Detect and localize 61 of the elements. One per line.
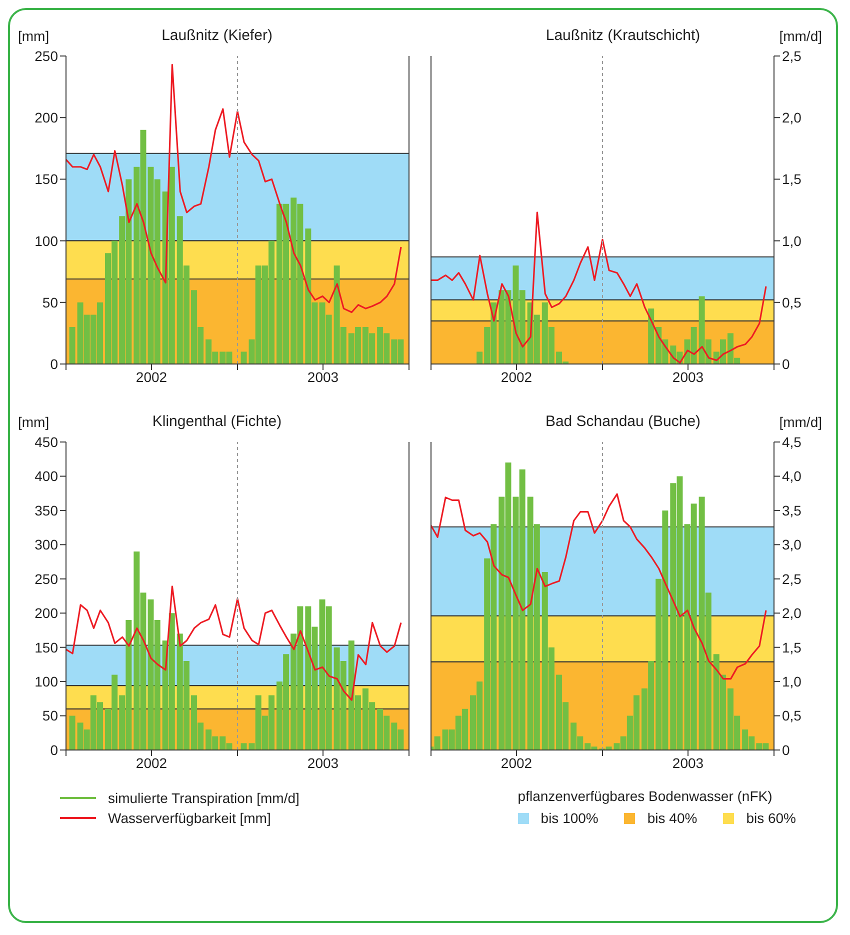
x-tick-label: 2003 xyxy=(307,754,339,771)
y-tick-label: 300 xyxy=(34,536,58,553)
y2-tick-label: 0,5 xyxy=(782,708,802,724)
legend-title: pflanzenverfügbares Bodenwasser (nFK) xyxy=(518,788,774,806)
legend-label: simulierte Transpiration [mm/d] xyxy=(108,790,300,806)
bar xyxy=(434,736,440,750)
chart-title: Klingenthal (Fichte) xyxy=(151,413,283,430)
y2-axis-title: [mm/d] xyxy=(778,28,822,44)
y-tick-label: 150 xyxy=(34,639,58,656)
bar xyxy=(240,743,247,750)
x-tick-label: 2003 xyxy=(307,368,339,385)
y-tick-label: 250 xyxy=(34,48,58,64)
y-axis-title: [mm] xyxy=(18,28,50,44)
x-tick-label: 2002 xyxy=(500,368,532,385)
y2-tick-label: 0 xyxy=(782,356,790,372)
y2-tick-label: 4,5 xyxy=(782,434,802,450)
y2-tick-label: 2,5 xyxy=(782,48,802,64)
y-tick-label: 200 xyxy=(34,110,58,126)
legend-label: bis 100% xyxy=(540,810,598,826)
y-axis-title: [mm] xyxy=(18,414,50,430)
y-tick-label: 400 xyxy=(34,468,58,484)
y2-tick-label: 2,5 xyxy=(782,570,802,587)
y2-tick-label: 2,0 xyxy=(782,110,802,126)
y-tick-label: 100 xyxy=(34,674,58,690)
legend-label: Wasserverfügbarkeit [mm] xyxy=(108,810,271,826)
y2-tick-label: 3,5 xyxy=(782,502,802,518)
x-tick-label: 2003 xyxy=(672,754,704,771)
y2-tick-label: 1,0 xyxy=(782,674,802,690)
y-tick-label: 250 xyxy=(34,570,58,587)
chart-title: Laußnitz (Kiefer) xyxy=(160,27,274,44)
y2-tick-label: 1,5 xyxy=(782,171,802,188)
bar xyxy=(69,716,76,750)
legend-label: bis 40% xyxy=(646,810,698,826)
chart-title: Laußnitz (Krautschicht) xyxy=(544,27,702,44)
x-tick-label: 2002 xyxy=(136,754,168,771)
x-tick-label: 2003 xyxy=(672,368,704,385)
y-tick-label: 0 xyxy=(50,742,58,758)
line-series xyxy=(66,64,402,314)
y2-tick-label: 1,0 xyxy=(782,232,802,249)
y2-tick-label: 2,0 xyxy=(782,605,802,622)
y-tick-label: 100 xyxy=(34,232,58,249)
legend-label: bis 60% xyxy=(745,810,796,826)
y-tick-label: 350 xyxy=(34,502,58,518)
y2-tick-label: 3,0 xyxy=(782,536,802,553)
bar xyxy=(69,327,76,364)
y-tick-label: 50 xyxy=(42,708,58,724)
y2-axis-title: [mm/d] xyxy=(778,414,822,430)
y2-tick-label: 0 xyxy=(782,742,790,758)
y-tick-label: 450 xyxy=(34,434,58,450)
line-series xyxy=(66,586,402,701)
y-tick-label: 50 xyxy=(42,294,58,310)
x-tick-label: 2002 xyxy=(500,754,532,771)
y-tick-label: 150 xyxy=(34,171,58,188)
x-tick-label: 2002 xyxy=(136,368,168,385)
bar xyxy=(240,352,247,364)
y2-tick-label: 4,0 xyxy=(782,468,802,484)
chart-title: Bad Schandau (Buche) xyxy=(544,413,702,430)
y2-tick-label: 0,5 xyxy=(782,294,802,310)
y-tick-label: 200 xyxy=(34,605,58,622)
y-tick-label: 0 xyxy=(50,356,58,372)
y2-tick-label: 1,5 xyxy=(782,639,802,656)
